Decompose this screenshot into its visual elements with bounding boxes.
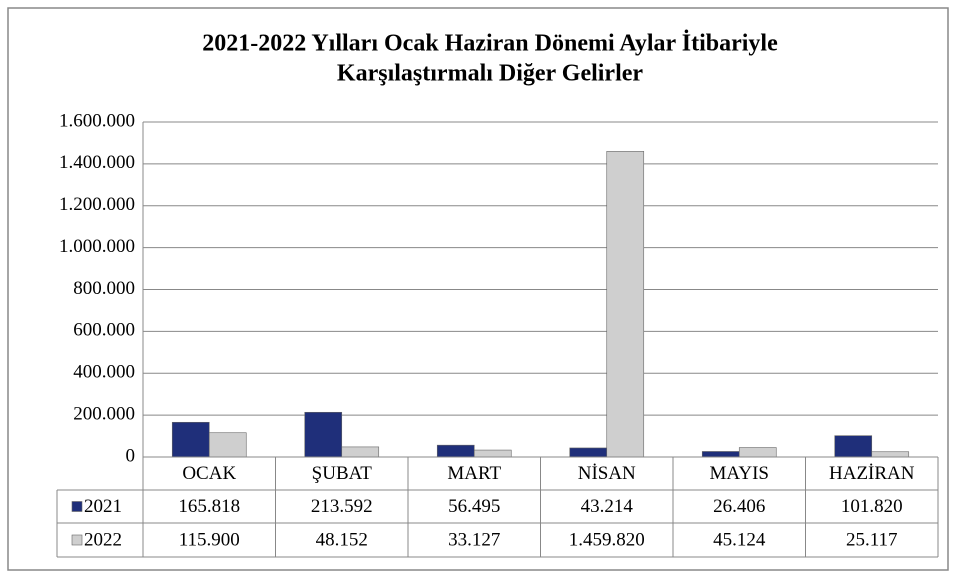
table-value: 43.214 bbox=[581, 496, 634, 517]
table-value: 48.152 bbox=[316, 529, 368, 550]
bar bbox=[701, 451, 740, 458]
table-value: 213.592 bbox=[311, 496, 373, 517]
bar bbox=[569, 447, 608, 458]
table-value: 165.818 bbox=[178, 496, 240, 517]
y-tick-label: 1.200.000 bbox=[59, 194, 135, 215]
table-value: 56.495 bbox=[448, 496, 500, 517]
table-value: 1.459.820 bbox=[569, 529, 645, 550]
table-value: 45.124 bbox=[713, 529, 766, 550]
chart-title: Karşılaştırmalı Diğer Gelirler bbox=[337, 61, 643, 87]
y-tick-label: 200.000 bbox=[73, 403, 135, 424]
legend-swatch bbox=[71, 501, 83, 512]
y-tick-label: 400.000 bbox=[73, 362, 135, 383]
table-value: 101.820 bbox=[841, 496, 903, 517]
x-tick-label: OCAK bbox=[182, 463, 236, 484]
table-value: 26.406 bbox=[713, 496, 765, 517]
y-tick-label: 1.000.000 bbox=[59, 236, 135, 257]
y-tick-label: 1.600.000 bbox=[59, 110, 135, 131]
x-tick-label: MART bbox=[447, 463, 501, 484]
y-tick-label: 0 bbox=[126, 445, 136, 466]
legend-swatch bbox=[71, 534, 83, 546]
x-tick-label: NİSAN bbox=[578, 463, 636, 484]
table-value: 25.117 bbox=[846, 529, 898, 550]
bar bbox=[341, 446, 380, 458]
table-value: 33.127 bbox=[448, 529, 500, 550]
bar bbox=[171, 421, 210, 458]
x-tick-label: MAYIS bbox=[710, 463, 770, 484]
bar bbox=[304, 411, 343, 458]
bar bbox=[436, 444, 475, 458]
x-tick-label: HAZİRAN bbox=[829, 463, 915, 484]
legend-label: 2022 bbox=[84, 529, 122, 550]
y-tick-label: 800.000 bbox=[73, 278, 135, 299]
chart-title: 2021-2022 Yılları Ocak Haziran Dönemi Ay… bbox=[202, 31, 778, 57]
bar bbox=[834, 435, 873, 458]
bar bbox=[606, 151, 645, 458]
y-tick-label: 1.400.000 bbox=[59, 152, 135, 173]
legend-label: 2021 bbox=[84, 496, 122, 517]
bar bbox=[473, 449, 512, 458]
table-value: 115.900 bbox=[179, 529, 240, 550]
y-tick-label: 600.000 bbox=[73, 320, 135, 341]
bar bbox=[208, 432, 247, 458]
x-tick-label: ŞUBAT bbox=[312, 463, 373, 484]
bar bbox=[738, 447, 777, 458]
bar bbox=[871, 451, 910, 458]
